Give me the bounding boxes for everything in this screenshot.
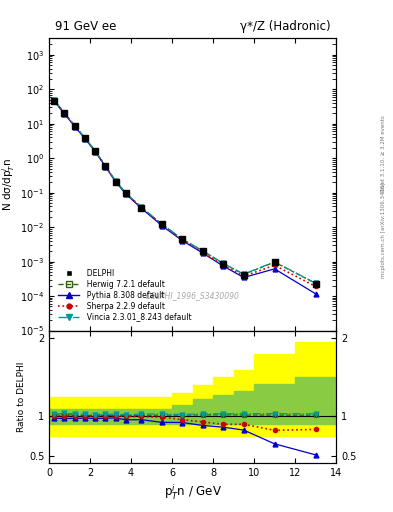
Legend:   DELPHI,   Herwig 7.2.1 default,   Pythia 8.308 default,   Sherpa 2.2.9 default: DELPHI, Herwig 7.2.1 default, Pythia 8.3… — [56, 267, 194, 324]
Y-axis label: Ratio to DELPHI: Ratio to DELPHI — [17, 362, 26, 432]
Y-axis label: N dσ/dp$_T^i$n: N dσ/dp$_T^i$n — [0, 158, 17, 211]
Text: γ*/Z (Hadronic): γ*/Z (Hadronic) — [240, 19, 330, 33]
Text: DELPHI_1996_S3430090: DELPHI_1996_S3430090 — [146, 291, 239, 300]
Text: Rivet 3.1.10, ≥ 3.2M events: Rivet 3.1.10, ≥ 3.2M events — [381, 115, 386, 192]
Text: 91 GeV ee: 91 GeV ee — [55, 19, 116, 33]
X-axis label: p$_T^i$n / GeV: p$_T^i$n / GeV — [163, 482, 222, 502]
Text: mcplots.cern.ch [arXiv:1306.3436]: mcplots.cern.ch [arXiv:1306.3436] — [381, 183, 386, 278]
